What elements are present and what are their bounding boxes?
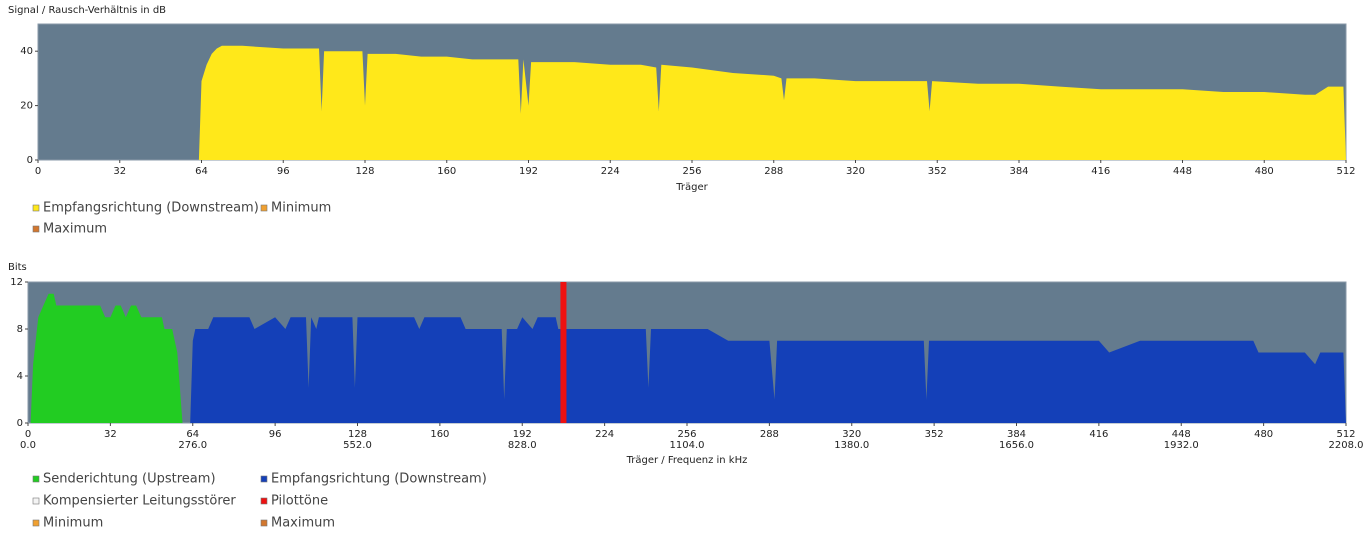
x-tick-label: 32 (113, 166, 126, 177)
x-tick-label: 128 (355, 166, 374, 177)
x2-tick-label: 1656.0 (999, 440, 1034, 451)
x-tick-label: 480 (1255, 166, 1274, 177)
x2-tick-label: 1932.0 (1164, 440, 1199, 451)
legend-swatch (260, 519, 268, 527)
x2-tick-label: 2208.0 (1329, 440, 1364, 451)
legend-swatch (32, 519, 40, 527)
legend-label: Pilottöne (271, 494, 328, 509)
legend-swatch (260, 204, 268, 212)
x2-tick-label: 828.0 (508, 440, 537, 451)
legend-label: Minimum (43, 516, 103, 531)
legend-swatch (260, 475, 268, 483)
legend-label: Kompensierter Leitungsstörer (43, 494, 236, 509)
y-tick-label: 4 (17, 371, 23, 382)
x-axis-label: Träger (675, 182, 708, 193)
x-tick-label: 448 (1173, 166, 1192, 177)
x-tick-label: 288 (764, 166, 783, 177)
legend-label: Senderichtung (Upstream) (43, 472, 216, 487)
x2-tick-label: 276.0 (178, 440, 207, 451)
x-tick-label: 192 (513, 429, 532, 440)
x-tick-label: 480 (1254, 429, 1273, 440)
x2-tick-label: 1380.0 (834, 440, 869, 451)
y-axis-label: Signal / Rausch-Verhältnis in dB (8, 5, 166, 16)
legend-label: Empfangsrichtung (Downstream) (43, 201, 259, 216)
x-tick-label: 352 (928, 166, 947, 177)
legend-swatch (32, 225, 40, 233)
x-tick-label: 256 (677, 429, 696, 440)
legend-swatch (32, 204, 40, 212)
y-axis-label: Bits (8, 262, 27, 273)
y-tick-label: 40 (20, 46, 33, 57)
x-tick-label: 0 (25, 429, 31, 440)
x2-tick-label: 0.0 (20, 440, 36, 451)
x-tick-label: 160 (437, 166, 456, 177)
x-tick-label: 320 (842, 429, 861, 440)
x-tick-label: 128 (348, 429, 367, 440)
x-tick-label: 224 (595, 429, 614, 440)
legend-swatch (260, 497, 268, 505)
x-tick-label: 64 (186, 429, 199, 440)
x-tick-label: 384 (1007, 429, 1026, 440)
legend-swatch (32, 497, 40, 505)
x-tick-label: 32 (104, 429, 117, 440)
area (38, 45, 1346, 160)
x-tick-label: 256 (682, 166, 701, 177)
x-tick-label: 512 (1336, 429, 1355, 440)
x-tick-label: 64 (195, 166, 208, 177)
legend-label: Empfangsrichtung (Downstream) (271, 472, 487, 487)
area (28, 293, 183, 423)
legend-label: Minimum (271, 201, 331, 216)
x-tick-label: 160 (430, 429, 449, 440)
area (190, 317, 1347, 423)
x-tick-label: 416 (1089, 429, 1108, 440)
x-axis-label: Träger / Frequenz in kHz (626, 455, 748, 466)
x-tick-label: 192 (519, 166, 538, 177)
x-tick-label: 416 (1091, 166, 1110, 177)
pilot-tone (560, 282, 567, 423)
legend-label: Maximum (271, 516, 335, 531)
x-tick-label: 448 (1172, 429, 1191, 440)
legend-label: Maximum (43, 222, 107, 237)
y-tick-label: 0 (27, 155, 33, 166)
y-tick-label: 8 (17, 324, 23, 335)
x-tick-label: 352 (925, 429, 944, 440)
legend-swatch (32, 475, 40, 483)
x-tick-label: 96 (277, 166, 290, 177)
x-tick-label: 384 (1009, 166, 1028, 177)
y-tick-label: 12 (10, 277, 23, 288)
x2-tick-label: 1104.0 (670, 440, 705, 451)
y-tick-label: 20 (20, 101, 33, 112)
x-tick-label: 512 (1336, 166, 1355, 177)
x-tick-label: 288 (760, 429, 779, 440)
x-tick-label: 320 (846, 166, 865, 177)
x-tick-label: 224 (601, 166, 620, 177)
y-tick-label: 0 (17, 418, 23, 429)
x-tick-label: 96 (269, 429, 282, 440)
x-tick-label: 0 (35, 166, 41, 177)
x2-tick-label: 552.0 (343, 440, 372, 451)
